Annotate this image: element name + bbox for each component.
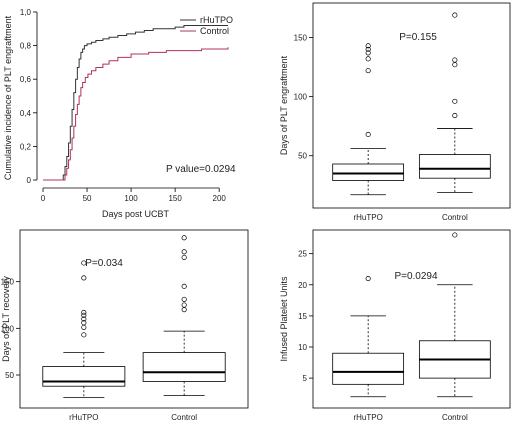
y-axis-label: Days of PLT engraftment	[279, 55, 289, 155]
group-label-control: Control	[171, 413, 197, 422]
plot-frame	[312, 2, 511, 209]
y-tick-label: 0,6	[20, 75, 32, 84]
outlier-point-control	[452, 98, 458, 104]
outlier-point-rhutpo	[81, 275, 87, 281]
y-tick-label: 0,4	[20, 109, 32, 118]
iqr-box-control	[418, 154, 491, 179]
outlier-point-rhutpo	[365, 68, 371, 74]
outlier-point-control	[181, 307, 187, 313]
outlier-point-rhutpo	[81, 260, 87, 266]
legend-label-rhutpo: rHuTPO	[200, 15, 233, 25]
y-tick-label: 0,2	[20, 142, 32, 151]
y-tick-label: 150	[1, 278, 15, 287]
outlier-point-control	[181, 235, 187, 241]
y-tick-label: 150	[294, 34, 308, 43]
cumulative-incidence-panel: 0 50 100 150 200 0 0,2 0,4 0,6 0,8 1,0 Days post …	[3, 8, 236, 219]
outlier-point-rhutpo	[365, 276, 371, 282]
outlier-point-control	[452, 57, 458, 63]
y-tick-label: 5	[303, 374, 308, 383]
outlier-point-control	[181, 296, 187, 302]
x-tick-label: 150	[168, 194, 182, 203]
group-label-control: Control	[442, 213, 468, 222]
y-tick-label: 100	[294, 93, 308, 102]
y-tick-label: 20	[298, 281, 307, 290]
engraftment-boxplot-panel: 50 100 150 Days of PLT engraftment P=0.155…	[279, 2, 511, 222]
y-tick-label: 100	[1, 324, 15, 333]
y-axis-label: Infused Platelet Units	[279, 276, 289, 362]
group-label-control: Control	[442, 413, 468, 422]
y-tick-label: 15	[298, 312, 307, 321]
iqr-box-control	[142, 352, 226, 382]
y-axis-label: Cumulative incidence of PLT engraftment	[3, 15, 13, 180]
iqr-box-rhutpo	[42, 366, 126, 387]
series-line-control	[43, 47, 229, 181]
outlier-point-rhutpo	[81, 312, 87, 318]
y-tick-label: 50	[298, 152, 307, 161]
outlier-point-rhutpo	[81, 309, 87, 316]
outlier-point-control	[181, 302, 187, 308]
outlier-point-rhutpo	[81, 332, 87, 338]
iqr-box-rhutpo	[332, 352, 405, 385]
outlier-point-rhutpo	[365, 131, 371, 138]
group-label-rhutpo: rHuTPO	[353, 413, 382, 422]
outlier-point-control	[181, 249, 187, 255]
p-value-annotation: P=0.155	[399, 32, 437, 43]
p-value-annotation: P value=0.0294	[166, 164, 236, 175]
group-label-rhutpo: rHuTPO	[69, 413, 98, 422]
plot-frame	[312, 229, 511, 409]
outlier-point-control	[452, 112, 458, 119]
y-tick-label: 50	[5, 371, 14, 380]
plot-frame	[19, 229, 249, 409]
y-axis-label: Days of PLT recovery	[1, 276, 11, 362]
outlier-point-control	[452, 62, 458, 68]
platelet-units-boxplot-panel: 5 10 15 20 25 Infused Platelet Units P=0.029…	[279, 229, 511, 422]
y-tick-label: 0,8	[20, 42, 32, 51]
outlier-point-control	[452, 12, 458, 18]
x-tick-label: 100	[124, 194, 138, 203]
legend: rHuTPO Control	[180, 15, 233, 36]
outlier-point-control	[181, 254, 187, 260]
x-tick-label: 0	[41, 194, 46, 203]
outlier-point-rhutpo	[365, 46, 371, 52]
p-value-annotation: P=0.0294	[394, 271, 438, 282]
y-tick-label: 1,0	[20, 8, 32, 17]
outlier-point-rhutpo	[81, 324, 87, 330]
x-tick-label: 50	[83, 194, 92, 203]
iqr-box-rhutpo	[332, 163, 405, 181]
y-tick-label: 10	[298, 343, 307, 352]
legend-label-control: Control	[200, 26, 229, 36]
outlier-point-control	[181, 283, 187, 289]
y-tick-label: 0	[27, 176, 32, 185]
p-value-annotation: P=0.034	[85, 258, 123, 269]
x-axis-label: Days post UCBT	[102, 209, 170, 219]
outlier-point-rhutpo	[81, 320, 87, 326]
outlier-point-rhutpo	[365, 43, 371, 49]
group-label-rhutpo: rHuTPO	[353, 213, 382, 222]
outlier-point-rhutpo	[365, 56, 371, 62]
y-tick-label: 25	[298, 250, 307, 259]
series-line-rhutpo	[43, 24, 228, 181]
x-tick-label: 200	[213, 194, 227, 203]
outlier-point-control	[452, 232, 458, 238]
recovery-boxplot-panel: 50 100 150 Days of PLT recovery P=0.034 rH…	[1, 229, 249, 422]
outlier-point-rhutpo	[81, 316, 87, 322]
outlier-point-rhutpo	[365, 50, 371, 56]
